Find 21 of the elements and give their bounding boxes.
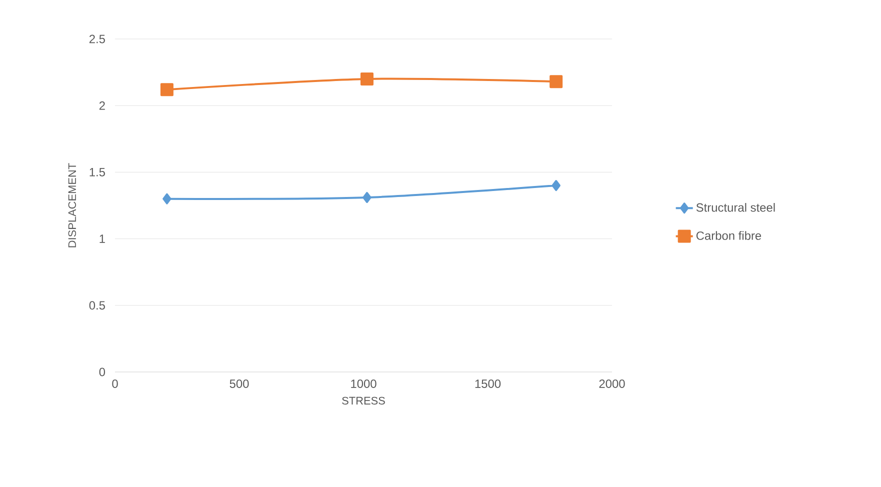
y-tick-label: 0 [99,368,106,376]
y-tick-label: 2 [99,101,105,110]
y-axis-title: DISPLACEMENT [68,163,76,248]
point [162,193,172,204]
y-tick-label: 0.5 [89,301,105,310]
point [550,75,563,88]
x-axis-title: STRESS [342,396,385,405]
x-tick-label: 500 [230,380,249,388]
point [160,83,174,96]
y-tick-label: 1 [100,234,105,243]
x-tick-label: 1000 [351,380,376,388]
y-tick-label: 1.5 [90,168,105,176]
x-tick-label: 1500 [475,380,501,388]
point [552,180,560,192]
y-tick-label: 2.5 [89,34,105,44]
legend-label: Structural steel [696,202,775,212]
x-tick-label: 0 [112,380,118,388]
point [360,72,374,86]
x-tick-label: 2000 [599,380,625,388]
legend-label: Carbon fibre [696,231,762,240]
point [362,192,372,203]
